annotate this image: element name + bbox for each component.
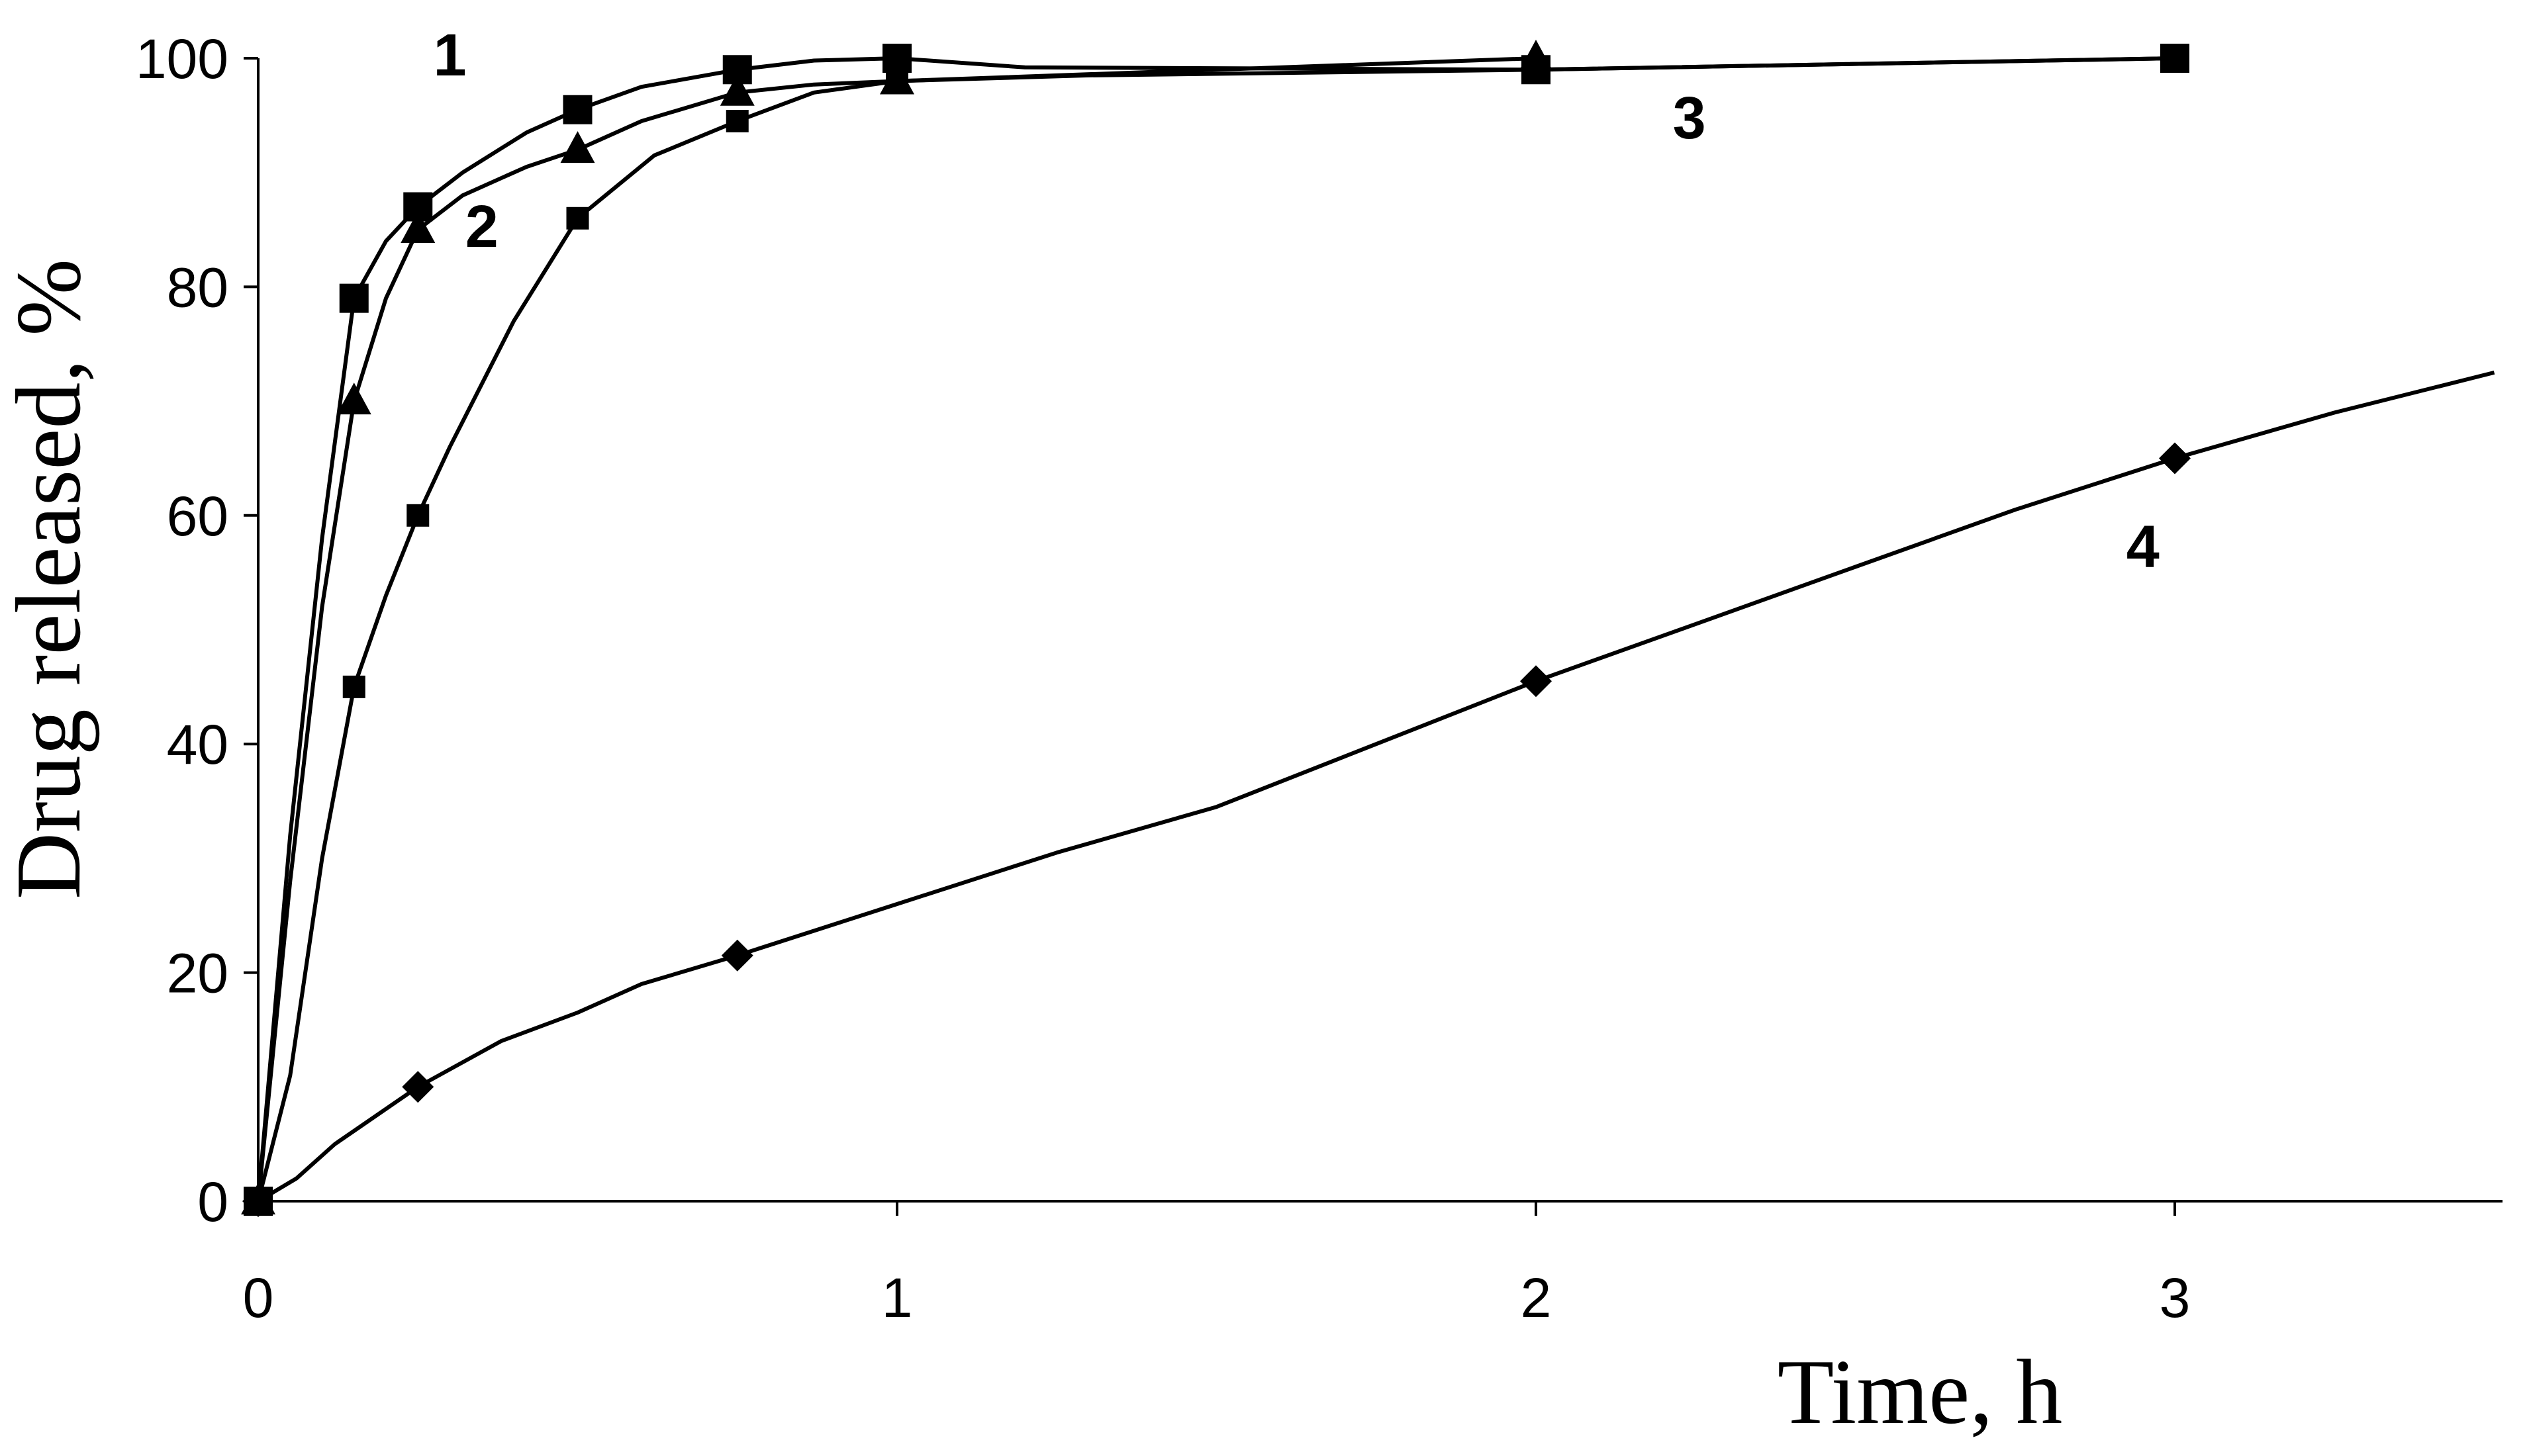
x-ticks: 0 1 2 3	[243, 1201, 2191, 1329]
series-2-point	[336, 383, 371, 415]
series-2-line	[256, 56, 1537, 1202]
series-markers	[241, 40, 2191, 1217]
series-2-point	[401, 211, 436, 244]
series-1-line	[256, 56, 2175, 1202]
series-4-point	[402, 1071, 434, 1103]
series-2-point	[720, 73, 755, 106]
series-label-2: 2	[465, 194, 499, 260]
y-tick-label: 0	[197, 1171, 228, 1233]
y-tick-label: 40	[167, 713, 228, 776]
x-tick-label: 3	[2160, 1267, 2191, 1329]
series-3-point	[342, 675, 365, 698]
x-tick-label: 0	[243, 1267, 274, 1329]
series-curves	[256, 56, 2495, 1203]
series-2-point	[560, 131, 595, 163]
series-label-1: 1	[433, 23, 466, 89]
y-tick-label: 80	[167, 256, 228, 318]
series-3-point	[566, 206, 589, 230]
series-4-point	[2159, 442, 2191, 475]
series-labels: 1 2 3 4	[433, 23, 2159, 580]
y-axis-title: Drug released, %	[0, 259, 100, 899]
series-3-point	[726, 109, 749, 132]
series-1-point	[339, 283, 369, 313]
x-tick-label: 2	[1521, 1267, 1552, 1329]
series-4-point	[1520, 665, 1552, 698]
y-tick-label: 60	[167, 485, 228, 547]
series-3-point	[1525, 58, 1547, 81]
series-4-line	[257, 370, 2495, 1203]
series-4-point	[242, 1185, 274, 1217]
series-3-point	[406, 504, 430, 527]
axes	[257, 58, 2503, 1203]
x-axis-title: Time, h	[1778, 1341, 2063, 1443]
y-tick-label: 20	[167, 942, 228, 1005]
series-3-point	[886, 69, 908, 93]
y-tick-label: 100	[136, 28, 228, 90]
series-3-point	[2164, 47, 2186, 69]
series-4-point	[721, 939, 753, 972]
series-label-4: 4	[2126, 514, 2160, 580]
y-ticks: 0 20 40 60 80 100	[136, 28, 258, 1233]
series-1-point	[563, 95, 593, 124]
x-tick-label: 1	[882, 1267, 913, 1329]
series-3-line	[256, 56, 2175, 1202]
series-label-3: 3	[1673, 85, 1706, 152]
